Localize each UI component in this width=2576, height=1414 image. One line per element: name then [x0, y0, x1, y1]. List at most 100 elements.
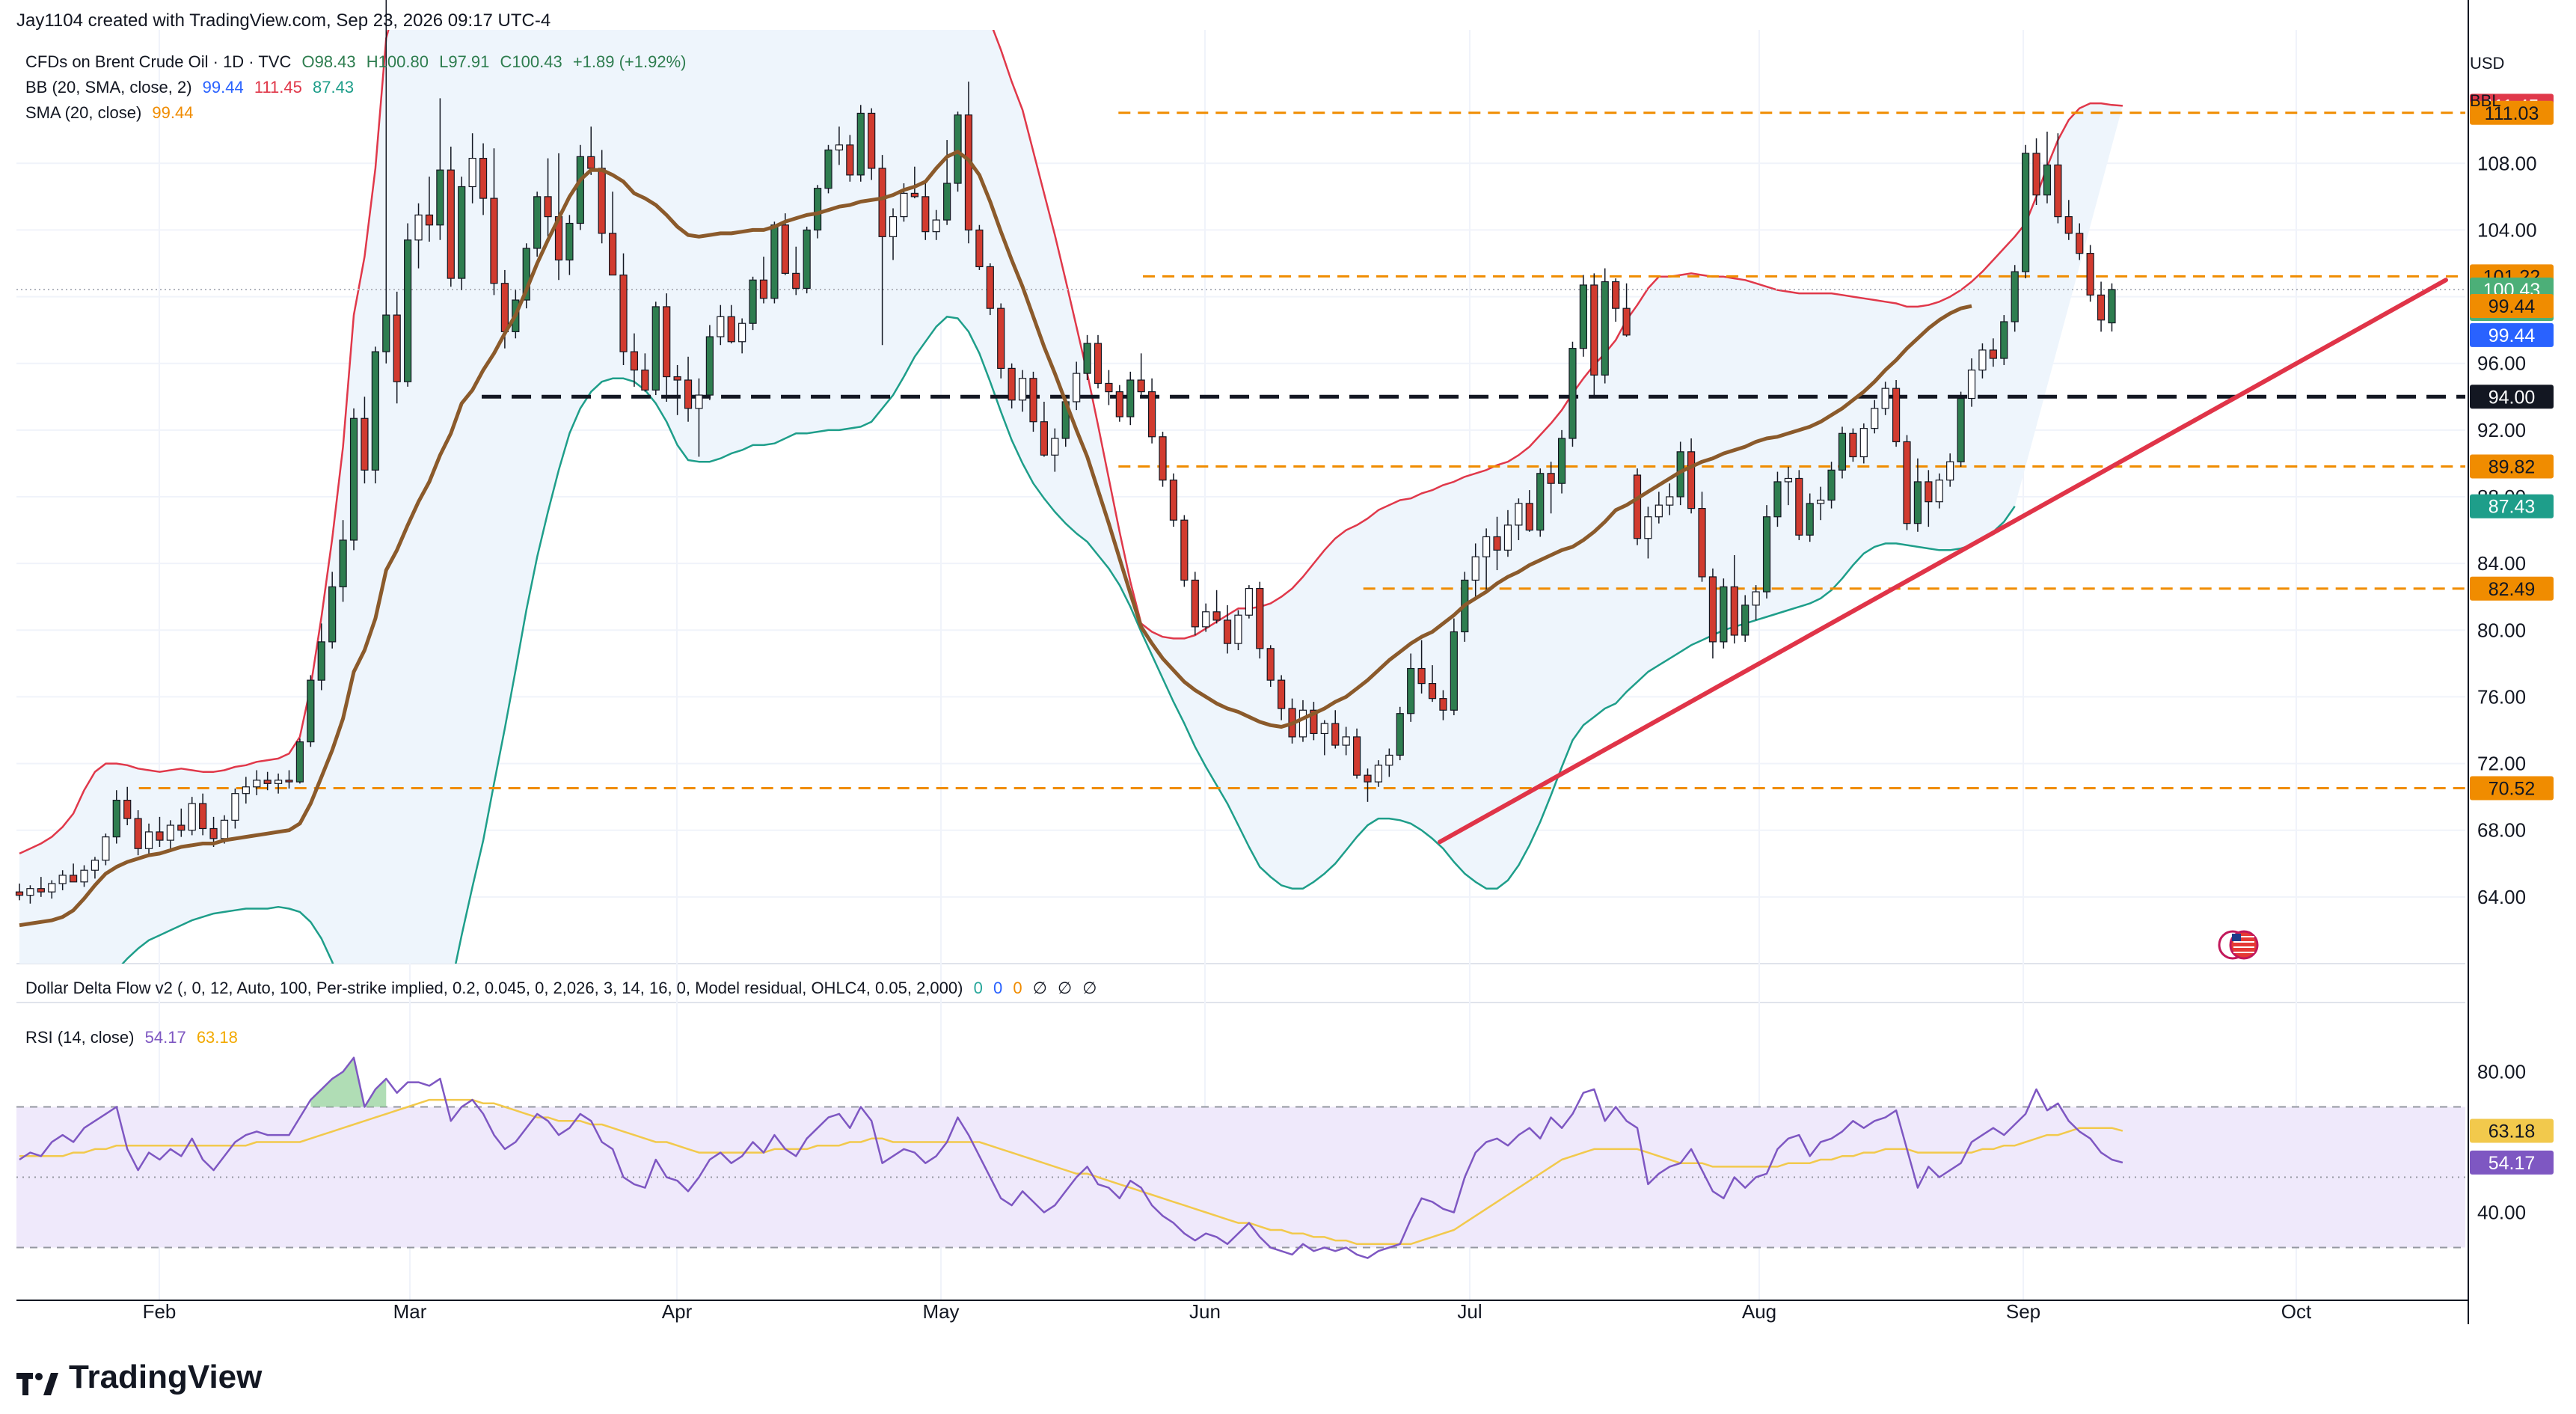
- rsi-label: RSI (14, close): [25, 1028, 135, 1047]
- candle: [878, 155, 886, 346]
- candle-body: [1871, 408, 1879, 429]
- candle-body: [684, 379, 693, 409]
- price-tag-level: 111.03: [2470, 100, 2554, 125]
- candle: [2054, 133, 2062, 224]
- candle: [619, 253, 628, 365]
- candle: [544, 158, 552, 237]
- price-pane[interactable]: [15, 0, 2466, 1104]
- candle: [69, 863, 78, 883]
- rsi-value: 54.17: [144, 1028, 186, 1047]
- candle: [2108, 283, 2116, 332]
- candle: [1849, 428, 1857, 462]
- candle: [1903, 435, 1911, 530]
- candle: [695, 378, 703, 457]
- candle-body: [738, 322, 746, 343]
- candle-body: [878, 168, 886, 237]
- candle-body: [565, 222, 574, 261]
- candle: [199, 793, 207, 836]
- symbol-legend[interactable]: CFDs on Brent Crude Oil · 1D · TVC O98.4…: [25, 52, 693, 72]
- candle-body: [1191, 579, 1199, 628]
- candle: [112, 790, 120, 844]
- candle-body: [1773, 481, 1782, 518]
- candle: [393, 291, 401, 404]
- price-tag-label: 82.49: [2488, 579, 2536, 600]
- candle-body: [1073, 373, 1081, 403]
- rsi-tag-label: 63.18: [2488, 1121, 2536, 1142]
- price-tag-label: 87.43: [2488, 497, 2536, 518]
- sma-legend[interactable]: SMA (20, close) 99.44: [25, 103, 199, 123]
- x-tick-label: Mar: [393, 1300, 427, 1323]
- candle-body: [295, 741, 304, 783]
- candle-body: [1342, 736, 1350, 746]
- candle-body: [813, 188, 822, 231]
- candle: [1752, 585, 1760, 620]
- candle: [1795, 470, 1803, 540]
- x-tick-label: Feb: [143, 1300, 177, 1323]
- candle: [1838, 426, 1847, 479]
- candle: [1298, 700, 1307, 742]
- candle-body: [242, 786, 250, 795]
- y-tick-label: 92.00: [2477, 419, 2526, 441]
- candle: [1180, 515, 1189, 587]
- candle-body: [1612, 281, 1620, 309]
- bb-legend[interactable]: BB (20, SMA, close, 2) 99.44 111.45 87.4…: [25, 78, 360, 97]
- candle-body: [2086, 253, 2094, 296]
- candle-body: [414, 214, 423, 241]
- candle-body: [328, 586, 337, 643]
- candle-body: [231, 793, 239, 821]
- candle: [2011, 265, 2019, 332]
- tradingview-logo-icon: [16, 1366, 58, 1395]
- candle-body: [220, 819, 229, 839]
- price-tag-box: [2470, 454, 2554, 479]
- candle-body: [1364, 774, 1372, 783]
- rsi-legend[interactable]: RSI (14, close) 54.17 63.18: [25, 1028, 244, 1047]
- ddf-label: Dollar Delta Flow v2 (, 0, 12, Auto, 100…: [25, 979, 963, 997]
- candle: [436, 98, 444, 240]
- candle: [1040, 401, 1049, 457]
- candle: [759, 257, 768, 304]
- candle: [997, 303, 1005, 379]
- candle: [608, 192, 617, 276]
- candle: [479, 143, 488, 215]
- candle: [1191, 572, 1199, 635]
- candle-body: [1946, 461, 1954, 481]
- candle: [1515, 498, 1523, 540]
- candle-body: [522, 248, 530, 301]
- candle: [242, 777, 250, 804]
- candle-body: [1450, 631, 1458, 711]
- candle-body: [1989, 349, 1997, 359]
- candle-body: [1752, 591, 1760, 606]
- rsi-pane[interactable]: [16, 1056, 2465, 1259]
- candle-body: [1094, 343, 1103, 385]
- candle-body: [1385, 754, 1393, 766]
- candle: [1817, 486, 1825, 521]
- candle-body: [1827, 469, 1836, 501]
- candle-body: [533, 196, 542, 249]
- currency-label[interactable]: USD: [2470, 54, 2505, 73]
- candle: [1417, 640, 1426, 694]
- candle-body: [1525, 503, 1533, 531]
- candle: [1978, 343, 1987, 379]
- x-tick-label: Aug: [1742, 1300, 1776, 1323]
- bb-basis-value: 99.44: [202, 78, 244, 97]
- candle-body: [997, 307, 1005, 369]
- rsi-tag-rsi: 54.17: [2470, 1150, 2554, 1175]
- y-tick-label: 72.00: [2477, 753, 2526, 775]
- candle-body: [1320, 723, 1328, 735]
- candle-body: [651, 306, 660, 391]
- ddf-legend[interactable]: Dollar Delta Flow v2 (, 0, 12, Auto, 100…: [25, 979, 1103, 998]
- candle: [1784, 466, 1792, 506]
- candle: [727, 304, 735, 343]
- candle: [1633, 468, 1642, 545]
- unit-label[interactable]: BBL: [2470, 91, 2501, 110]
- candle: [1115, 385, 1123, 422]
- candle-body: [544, 196, 552, 218]
- candle-body: [37, 888, 45, 893]
- candle-body: [1147, 391, 1156, 438]
- candle: [382, 0, 390, 364]
- y-tick-label: 104.00: [2477, 218, 2537, 241]
- candle: [1568, 341, 1577, 447]
- candle-body: [1730, 586, 1738, 636]
- candle: [1223, 605, 1232, 654]
